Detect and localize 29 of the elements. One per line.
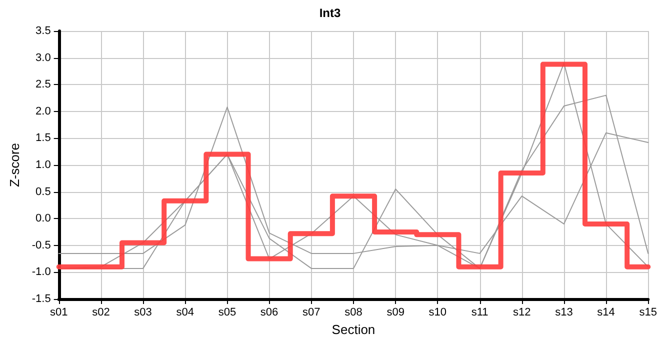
x-tick-label: s10	[428, 306, 447, 318]
x-tick-label: s14	[597, 306, 615, 318]
x-tick-label: s06	[260, 306, 278, 318]
x-tick-label: s11	[471, 306, 488, 318]
y-axis-title: Z-score	[7, 142, 22, 188]
x-axis-title: Section	[332, 322, 376, 337]
x-tick-label: s13	[555, 306, 573, 318]
y-tick-label: 3.5	[36, 25, 51, 37]
y-tick-label: -1.0	[32, 266, 51, 278]
y-tick-label: 1.0	[36, 159, 51, 171]
x-tick-label: s15	[639, 306, 658, 318]
y-tick-label: -1.5	[32, 293, 51, 305]
x-tick-label: s01	[50, 306, 68, 318]
y-tick-label: 2.0	[36, 105, 51, 118]
y-tick-label: 0.5	[36, 186, 51, 198]
x-tick-label: s12	[512, 306, 531, 318]
y-tick-label: 3.0	[36, 52, 51, 64]
y-tick-label: 0.0	[36, 212, 51, 225]
x-tick-label: s07	[302, 306, 320, 318]
chart-title: Int3	[319, 6, 341, 20]
x-tick-label: s08	[344, 306, 362, 318]
x-tick-label: s02	[92, 306, 110, 318]
x-tick-label: s03	[134, 306, 152, 318]
y-tick-label: 2.5	[36, 78, 51, 91]
y-tick-label: -0.5	[32, 239, 51, 252]
x-tick-label: s05	[218, 306, 236, 318]
x-tick-label: s04	[176, 306, 194, 318]
x-tick-label: s09	[386, 306, 404, 318]
y-tick-label: 1.5	[36, 132, 51, 144]
